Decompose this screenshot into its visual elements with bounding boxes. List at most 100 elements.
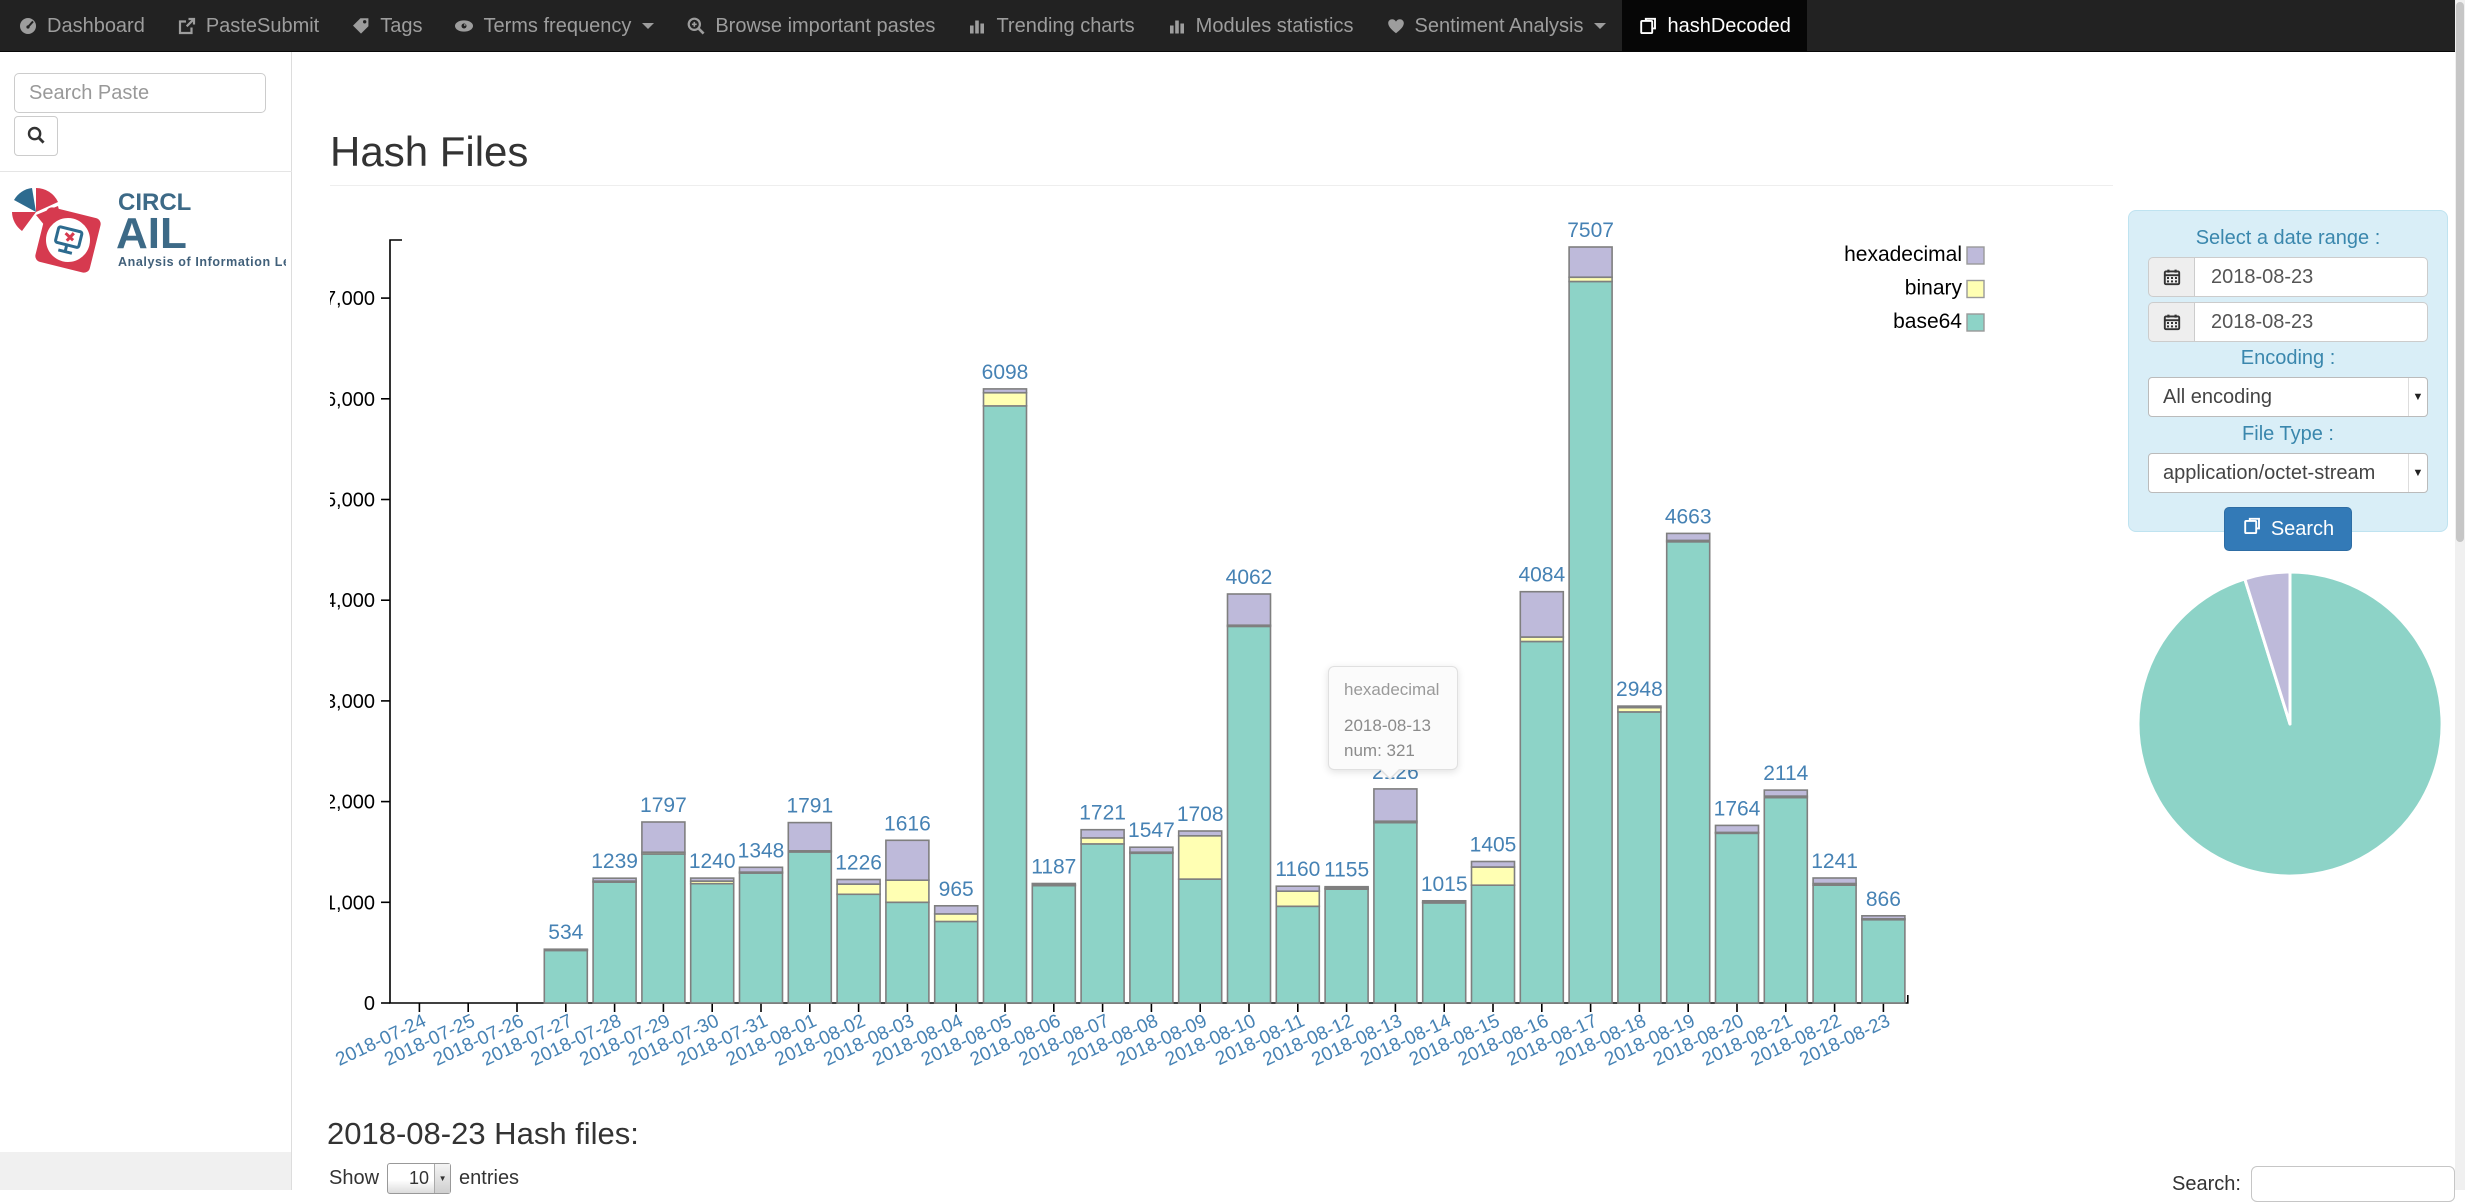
files-icon bbox=[2242, 516, 2262, 542]
title-rule bbox=[330, 185, 2113, 186]
sidebar-search-button[interactable] bbox=[14, 116, 58, 156]
bar-chart-icon bbox=[1167, 16, 1187, 36]
bar-segment-hexadecimal bbox=[689, 877, 735, 882]
nav-item-trending-charts[interactable]: Trending charts bbox=[951, 0, 1150, 52]
nav-item-modules-statistics[interactable]: Modules statistics bbox=[1151, 0, 1370, 52]
bar-total-label: 2948 bbox=[1616, 678, 1663, 701]
bar-total-label: 1348 bbox=[738, 839, 785, 862]
svg-text:Analysis of Information Leaks: Analysis of Information Leaks bbox=[118, 255, 286, 269]
sidebar: CIRCL AIL Analysis of Information Leaks bbox=[0, 52, 313, 1190]
y-tick-label: 4,000 bbox=[330, 590, 375, 612]
bar-total-label: 1187 bbox=[1031, 856, 1076, 879]
bar-segment-base64 bbox=[738, 872, 784, 1004]
bar-segment-base64 bbox=[787, 851, 833, 1004]
search-plus-icon bbox=[686, 16, 706, 36]
top-navbar: Dashboard PasteSubmit Tags Terms frequency B… bbox=[0, 0, 2465, 52]
bar-total-label: 965 bbox=[939, 878, 974, 901]
nav-item-browse-important-pastes[interactable]: Browse important pastes bbox=[670, 0, 951, 52]
bar-segment-base64 bbox=[592, 881, 637, 1004]
encoding-pie-chart[interactable] bbox=[2120, 552, 2465, 897]
table-search-input[interactable] bbox=[2250, 1166, 2455, 1202]
date-range-label: Select a date range : bbox=[2195, 227, 2381, 249]
bar-total-label: 534 bbox=[548, 921, 583, 944]
nav-item-tags[interactable]: Tags bbox=[335, 0, 438, 52]
chevron-down-icon bbox=[642, 23, 655, 29]
date-from-input[interactable] bbox=[2194, 257, 2428, 297]
bar-segment-base64 bbox=[641, 853, 686, 1004]
bar-segment-base64 bbox=[933, 920, 979, 1004]
bar-segment-hexadecimal bbox=[1763, 789, 1809, 797]
bar-segment-binary bbox=[1177, 834, 1223, 880]
magnifier-icon bbox=[26, 125, 46, 148]
circl-emblem bbox=[12, 187, 101, 273]
bar-segment-hexadecimal bbox=[1080, 828, 1125, 839]
bar-total-label: 6098 bbox=[982, 361, 1029, 384]
bar-segment-base64 bbox=[1519, 640, 1565, 1004]
nav-item-pastesubmit[interactable]: PasteSubmit bbox=[161, 0, 335, 52]
encoding-select[interactable]: All encoding ▼ bbox=[2148, 377, 2428, 417]
bar-total-label: 4084 bbox=[1518, 564, 1565, 587]
pie-slice-hexadecimal[interactable] bbox=[2243, 570, 2292, 726]
nav-item-label: PasteSubmit bbox=[205, 14, 320, 37]
bar-total-label: 2114 bbox=[1763, 762, 1808, 785]
scrollbar-thumb[interactable] bbox=[2456, 2, 2464, 542]
bar-total-label: 1239 bbox=[591, 850, 638, 873]
bar-segment-hexadecimal bbox=[787, 821, 833, 852]
bar-total-label: 1155 bbox=[1324, 859, 1369, 882]
sidebar-divider bbox=[0, 171, 292, 172]
bar-segment-hexadecimal bbox=[1177, 830, 1223, 837]
bar-segment-base64 bbox=[1617, 711, 1662, 1004]
date-to-input[interactable] bbox=[2194, 302, 2428, 342]
file-type-select[interactable]: application/octet-stream ▼ bbox=[2148, 453, 2428, 493]
nav-item-label: Trending charts bbox=[996, 14, 1135, 37]
nav-item-label: Dashboard bbox=[47, 14, 145, 37]
nav-item-terms-frequency[interactable]: Terms frequency bbox=[438, 0, 670, 52]
legend-item-hexadecimal[interactable]: hexadecimal bbox=[1844, 243, 1985, 266]
nav-item-sentiment-analysis[interactable]: Sentiment Analysis bbox=[1370, 0, 1623, 52]
y-tick-label: 2,000 bbox=[330, 792, 375, 814]
ail-logo[interactable]: CIRCL AIL Analysis of Information Leaks bbox=[6, 182, 313, 292]
bar-total-label: 1708 bbox=[1177, 803, 1224, 826]
bar-segment-base64 bbox=[982, 405, 1028, 1004]
datatable-length-control: Show 10 ▼ entries bbox=[329, 1163, 519, 1194]
tag-icon bbox=[351, 16, 371, 36]
bar-total-label: 866 bbox=[1866, 888, 1901, 911]
page-title: Hash Files bbox=[330, 128, 529, 175]
bar-segment-base64 bbox=[1177, 878, 1223, 1004]
bar-segment-binary bbox=[836, 883, 881, 896]
y-tick-label: 3,000 bbox=[330, 691, 375, 713]
nav-item-hashdecoded[interactable]: hashDecoded bbox=[1622, 0, 1807, 52]
entries-count-select[interactable]: 10 ▼ bbox=[387, 1163, 452, 1194]
svg-text:AIL: AIL bbox=[116, 209, 187, 258]
bar-segment-hexadecimal bbox=[1129, 846, 1174, 854]
entries-label: entries bbox=[459, 1167, 520, 1189]
legend-swatch-hexadecimal bbox=[1966, 246, 1985, 265]
legend-item-base64[interactable]: base64 bbox=[1893, 310, 1985, 333]
select-arrows-icon: ▼ bbox=[434, 1164, 451, 1193]
svg-text:CIRCL: CIRCL bbox=[118, 189, 191, 216]
encoding-label: Encoding : bbox=[2240, 347, 2336, 369]
bar-segment-hexadecimal bbox=[982, 388, 1028, 394]
day-hash-files-heading: 2018-08-23 Hash files: bbox=[327, 1116, 639, 1151]
file-type-value: application/octet-stream bbox=[2163, 461, 2376, 484]
paste-submit-icon bbox=[177, 16, 197, 36]
bar-total-label: 1226 bbox=[835, 852, 882, 875]
bar-segment-base64 bbox=[1226, 625, 1272, 1004]
bar-segment-hexadecimal bbox=[1617, 705, 1662, 709]
tooltip-date: 2018-08-13 bbox=[1344, 716, 1431, 735]
bar-segment-hexadecimal bbox=[738, 866, 784, 873]
dashboard-icon bbox=[18, 16, 38, 36]
search-button[interactable]: Search bbox=[2223, 507, 2353, 551]
bar-total-label: 1764 bbox=[1714, 797, 1761, 820]
bar-segment-base64 bbox=[1421, 901, 1467, 1004]
hash-files-bar-chart[interactable]: 0 1,000 2,000 3,000 4,000 5,000 6,000 7,000 2018… bbox=[325, 195, 2120, 1090]
legend-swatch-base64 bbox=[1966, 313, 1985, 332]
bar-segment-base64 bbox=[689, 882, 735, 1004]
bar-segment-base64 bbox=[836, 893, 881, 1004]
svg-text:hexadecimal: hexadecimal bbox=[1844, 243, 1962, 266]
nav-item-dashboard[interactable]: Dashboard bbox=[2, 0, 161, 52]
browser-scrollbar[interactable] bbox=[2455, 0, 2465, 1190]
search-paste-input[interactable] bbox=[14, 73, 266, 113]
legend-item-binary[interactable]: binary bbox=[1905, 277, 1985, 300]
bar-segment-hexadecimal bbox=[1470, 860, 1516, 868]
